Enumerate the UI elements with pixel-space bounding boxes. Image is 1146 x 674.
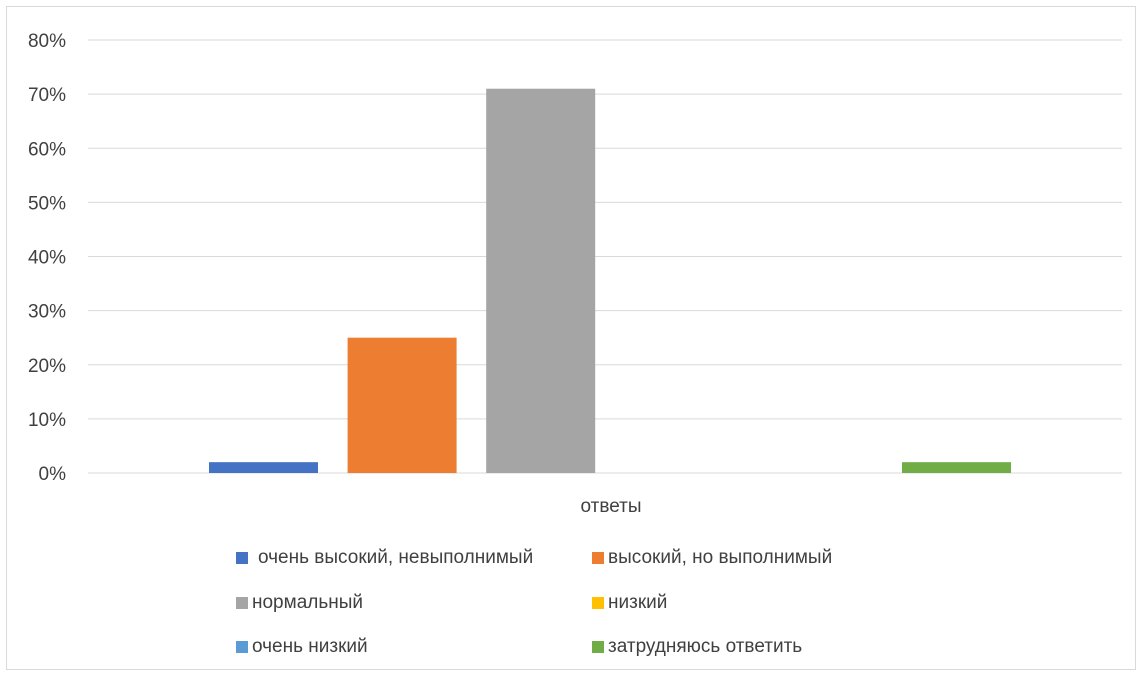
gridlines [88, 39, 1122, 474]
bar [902, 462, 1011, 473]
y-tick-label: 10% [28, 410, 66, 431]
y-axis-ticks: 0% 10% 20% 30% 40% 50% 60% 70% 80% [28, 31, 66, 485]
y-tick-label: 40% [28, 248, 66, 269]
y-tick-label: 80% [28, 31, 66, 52]
y-tick-label: 70% [28, 85, 66, 106]
y-tick-label: 30% [28, 302, 66, 323]
bar [209, 462, 318, 473]
bar [486, 88, 596, 474]
x-category-label: ответы [580, 496, 641, 517]
bar [347, 337, 457, 473]
y-tick-label: 20% [28, 356, 66, 377]
y-tick-label: 50% [28, 193, 66, 214]
y-tick-label: 0% [39, 464, 67, 485]
y-tick-label: 60% [28, 139, 66, 160]
bars [209, 88, 1011, 474]
